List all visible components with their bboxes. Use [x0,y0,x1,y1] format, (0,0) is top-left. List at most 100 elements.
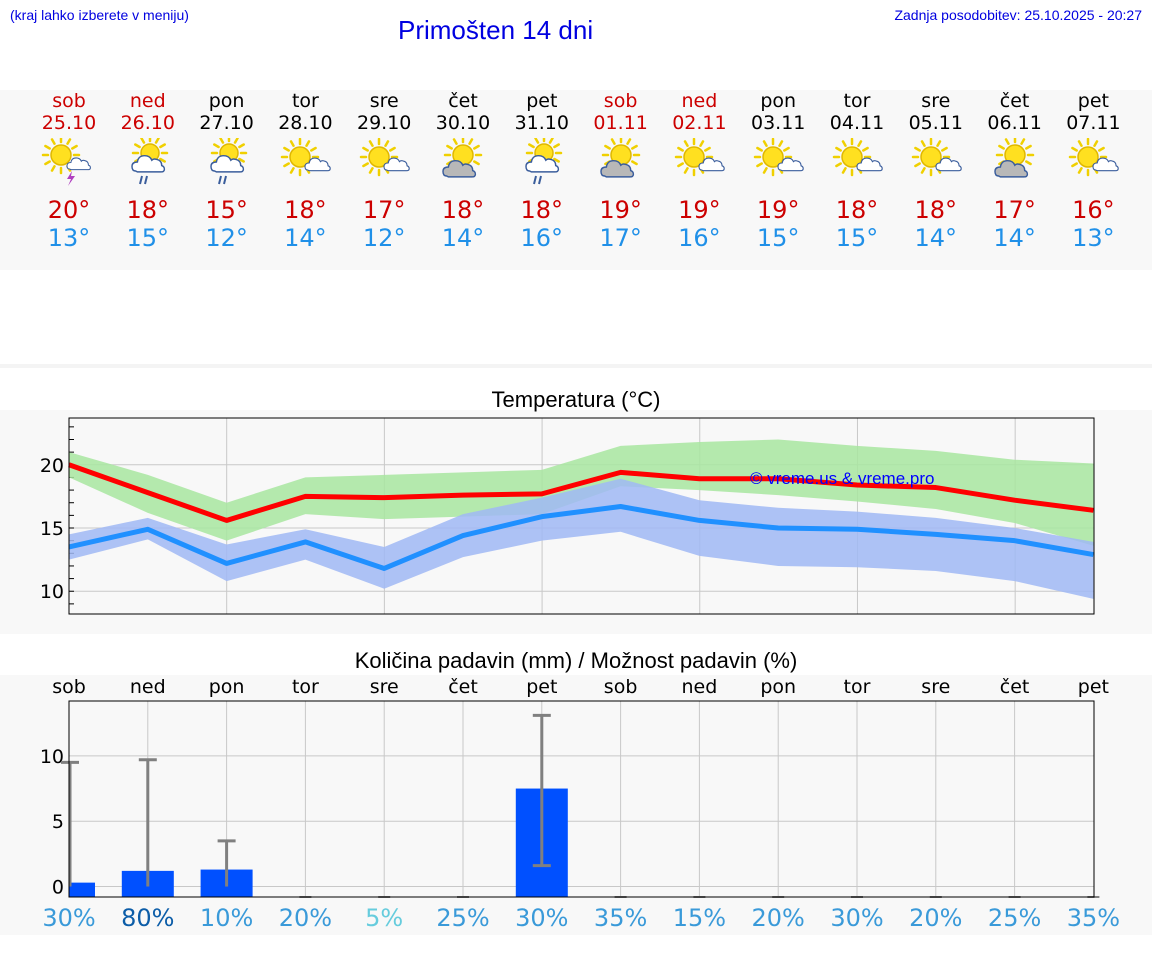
precipitation-bar [69,882,95,897]
sun-cloud-rain-icon [118,134,178,188]
day-column: pet 07.11 16° 13° [1053,90,1133,252]
day-date: 28.10 [278,112,333,134]
day-column: tor 28.10 18° 14° [265,90,345,252]
max-temperature: 15° [205,196,248,224]
precipitation-probability: 30% [515,904,569,932]
min-temperature: 15° [756,224,800,252]
min-temperature: 16° [678,224,721,252]
sun-cloud-icon [591,135,651,188]
day-column: čet 30.10 18° 14° [423,90,503,252]
day-column: sob 25.10 20° 13° [29,90,109,252]
day-name: čet [999,90,1030,112]
max-temperature: 18° [284,196,327,224]
min-temperature: 14° [441,224,485,252]
day-name: tor [291,90,319,112]
precipitation-day-label: ned [681,676,718,698]
precipitation-plot-bg [69,701,1094,897]
daily-forecast-strip [0,90,1152,270]
max-temperature: 17° [362,196,406,224]
sun-cloud-icon [433,135,493,188]
temperature-plot-frame [68,417,1095,615]
sun-cloud-rain-icon [512,134,572,188]
precipitation-chart-title: Količina padavin (mm) / Možnost padavin … [354,648,798,673]
day-name: pon [760,90,797,112]
precipitation-probability: 20% [909,904,963,932]
day-column: čet 06.11 17° 14° [975,90,1055,252]
precipitation-day-label: tor [291,676,319,698]
precipitation-day-label: pon [208,676,245,698]
day-column: sob 01.11 19° 17° [581,90,661,252]
precipitation-y-tick-label: 5 [52,811,64,833]
min-temperature: 17° [599,224,642,252]
day-column: pon 27.10 15° 12° [187,90,267,252]
min-temperature: 14° [284,224,327,252]
precipitation-day-label: ned [129,676,166,698]
day-date: 02.11 [672,112,727,134]
precipitation-probability: 35% [593,904,648,932]
precipitation-probability: 25% [436,904,490,932]
day-name: ned [681,90,718,112]
temperature-y-tick-label: 10 [40,581,64,603]
precipitation-y-tick-label: 10 [40,746,64,768]
precipitation-day-label: čet [448,676,478,698]
sun-small-cloud-icon [354,137,414,188]
day-date: 26.10 [120,112,175,134]
min-temperature: 15° [835,224,879,252]
precipitation-day-label: pon [760,676,797,698]
day-column: sre 05.11 18° 14° [896,90,976,252]
sun-cloud-lightning-icon [39,135,99,188]
day-column: sre 29.10 17° 12° [344,90,424,252]
day-name: tor [843,90,871,112]
day-column: pon 03.11 19° 15° [738,90,818,252]
precipitation-y-tick-label: 0 [52,877,64,899]
precipitation-probability: 5% [365,904,404,932]
max-temperature: 19° [756,196,800,224]
sun-small-cloud-icon [906,137,966,188]
day-date: 30.10 [435,112,491,134]
page-title: Primošten 14 dni [398,15,594,45]
day-date: 31.10 [514,112,569,134]
min-temperature-band [69,478,1094,599]
day-date: 05.11 [908,112,963,134]
day-date: 25.10 [41,112,97,134]
max-temperature: 18° [520,196,564,224]
day-name: sre [369,90,399,112]
precipitation-probability: 20% [278,904,333,932]
day-date: 04.11 [829,112,885,134]
day-name: čet [448,90,478,112]
precipitation-day-label: pet [526,676,558,698]
temperature-chart-title: Temperatura (°C) [491,387,661,412]
min-temperature: 13° [1072,224,1115,252]
max-temperature: 18° [441,196,485,224]
min-temperature-line [68,504,1094,571]
day-date: 06.11 [987,112,1042,134]
precipitation-probability: 25% [987,904,1042,932]
max-temperature: 18° [835,196,879,224]
day-name: sob [52,90,86,112]
precipitation-day-label: pet [1077,676,1109,698]
day-name: sre [921,90,951,112]
min-temperature: 15° [126,224,170,252]
precipitation-probability: 20% [751,904,805,932]
max-temperature: 17° [993,196,1036,224]
precipitation-probability: 30% [830,904,884,932]
day-date: 01.11 [593,112,648,134]
max-temperature: 18° [914,196,958,224]
max-temperature: 18° [126,196,170,224]
day-column: tor 04.11 18° 15° [817,90,897,252]
min-temperature: 14° [993,224,1036,252]
sun-small-cloud-icon [669,137,729,188]
max-temperature: 19° [678,196,721,224]
precipitation-probability: 30% [42,904,96,932]
precipitation-day-label: sre [921,676,951,698]
max-temperature: 20° [47,196,91,224]
day-date: 07.11 [1066,112,1121,134]
precipitation-day-label: tor [843,676,871,698]
precipitation-probability: 10% [199,904,254,932]
min-temperature: 12° [205,224,248,252]
precipitation-day-label: čet [999,676,1030,698]
day-date: 29.10 [356,112,412,134]
day-date: 03.11 [750,112,806,134]
sun-cloud-rain-icon [197,134,257,188]
